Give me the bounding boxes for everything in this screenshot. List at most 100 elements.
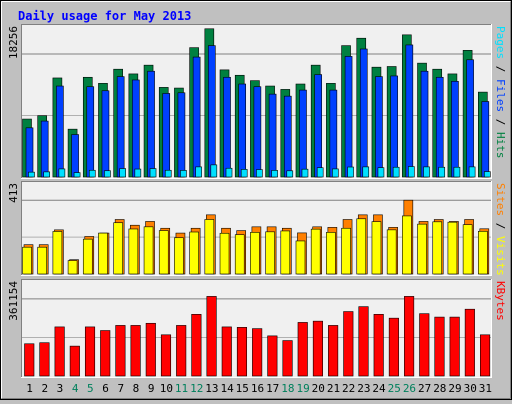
bar-files-day-12	[192, 56, 201, 178]
bar-visits-day-9	[143, 226, 154, 275]
bar-visits-day-10	[158, 230, 169, 275]
bar-files-day-16	[253, 86, 262, 178]
day-label-11: 11	[175, 382, 188, 395]
bar-files-day-26	[405, 44, 414, 178]
ymax-label-middle: 413	[7, 183, 20, 203]
bar-pages-day-17	[271, 170, 278, 178]
day-label-6: 6	[102, 382, 109, 395]
bar-kbytes-day-19	[297, 322, 308, 377]
bar-pages-day-22	[347, 166, 354, 178]
bar-pages-day-7	[119, 168, 126, 178]
day-label-18: 18	[281, 382, 294, 395]
bar-kbytes-day-20	[312, 320, 323, 377]
bar-visits-day-21	[326, 232, 336, 275]
bar-files-day-20	[314, 74, 322, 178]
bar-kbytes-day-18	[282, 340, 293, 377]
bar-kbytes-day-28	[434, 316, 445, 377]
bar-pages-day-27	[423, 166, 430, 178]
bar-kbytes-day-12	[191, 314, 202, 377]
bar-visits-day-22	[341, 227, 351, 275]
bar-visits-day-30	[462, 224, 473, 275]
bar-kbytes-day-30	[464, 308, 475, 377]
bar-pages-day-18	[286, 170, 294, 178]
bar-files-day-30	[466, 59, 474, 178]
day-label-24: 24	[372, 382, 386, 395]
bar-visits-day-17	[265, 231, 275, 275]
bar-pages-day-11	[180, 170, 187, 178]
day-label-15: 15	[236, 382, 249, 395]
day-label-19: 19	[296, 382, 309, 395]
bar-visits-day-25	[386, 229, 397, 275]
day-label-28: 28	[433, 382, 446, 395]
day-label-16: 16	[251, 382, 264, 395]
bar-files-day-21	[329, 89, 338, 178]
chart-panels: 18256 Pages / Files / Hits 413 Sites / Visi…	[7, 24, 507, 378]
bar-pages-day-26	[408, 166, 415, 178]
bar-pages-day-24	[377, 167, 385, 178]
bar-visits-day-26	[402, 215, 412, 275]
bar-files-day-27	[420, 70, 429, 178]
bar-kbytes-day-2	[39, 342, 50, 377]
bar-files-day-13	[208, 45, 216, 178]
legend-part-top-4: Hits	[494, 132, 507, 159]
bar-kbytes-day-14	[221, 326, 232, 377]
bar-files-day-11	[177, 92, 186, 178]
day-label-14: 14	[220, 382, 234, 395]
bar-pages-day-1	[28, 171, 35, 178]
bar-kbytes-day-8	[130, 325, 141, 377]
bar-kbytes-day-6	[100, 330, 111, 377]
bar-visits-day-20	[310, 228, 321, 275]
bar-kbytes-day-26	[404, 296, 415, 377]
bar-kbytes-day-22	[343, 311, 354, 377]
bar-visits-day-3	[52, 231, 63, 275]
legend-part-top-2: Files	[494, 79, 507, 112]
bar-visits-day-23	[356, 218, 367, 275]
bar-pages-day-13	[210, 164, 218, 178]
bar-visits-day-7	[113, 222, 123, 275]
day-label-23: 23	[357, 382, 370, 395]
bar-visits-day-15	[234, 234, 245, 275]
day-label-31: 31	[479, 382, 492, 395]
bar-pages-day-10	[164, 169, 172, 178]
bar-pages-day-5	[88, 169, 96, 178]
bar-files-day-24	[375, 76, 383, 178]
legend-part-middle-1: /	[494, 216, 507, 236]
day-label-5: 5	[87, 382, 94, 395]
bar-pages-day-28	[438, 166, 446, 178]
day-label-12: 12	[190, 382, 203, 395]
legend-label-top: Pages / Files / Hits	[494, 26, 507, 159]
bar-kbytes-day-3	[54, 326, 65, 377]
bar-visits-day-11	[174, 237, 184, 275]
bar-files-day-5	[86, 86, 95, 178]
legend-part-top-1: /	[494, 59, 507, 79]
day-label-29: 29	[448, 382, 461, 395]
day-label-13: 13	[205, 382, 218, 395]
legend-label-middle: Sites / Visits	[494, 183, 507, 276]
ymax-label-top: 18256	[7, 26, 20, 59]
bar-pages-day-29	[453, 166, 461, 178]
panel-middle: 413 Sites / Visits	[7, 181, 507, 276]
bar-visits-day-19	[295, 240, 306, 275]
bar-files-day-14	[223, 76, 231, 178]
bar-visits-day-4	[67, 260, 78, 275]
legend-part-middle-2: Visits	[494, 236, 507, 276]
bar-pages-day-6	[104, 170, 111, 178]
day-label-7: 7	[117, 382, 124, 395]
bar-kbytes-day-23	[358, 306, 369, 377]
bar-visits-day-8	[128, 228, 139, 275]
bar-files-day-9	[147, 70, 155, 178]
bar-kbytes-day-7	[115, 325, 126, 377]
bar-pages-day-25	[392, 166, 400, 178]
day-label-25: 25	[388, 382, 401, 395]
bar-visits-day-12	[189, 231, 199, 275]
bar-kbytes-day-9	[145, 322, 156, 377]
legend-part-bottom-0: KBytes	[494, 281, 507, 321]
bar-kbytes-day-11	[176, 325, 187, 377]
day-label-10: 10	[160, 382, 173, 395]
bar-pages-day-9	[149, 168, 157, 178]
bar-kbytes-day-13	[206, 296, 217, 377]
day-label-22: 22	[342, 382, 355, 395]
bar-kbytes-day-1	[24, 343, 35, 377]
bar-visits-day-24	[371, 221, 382, 275]
